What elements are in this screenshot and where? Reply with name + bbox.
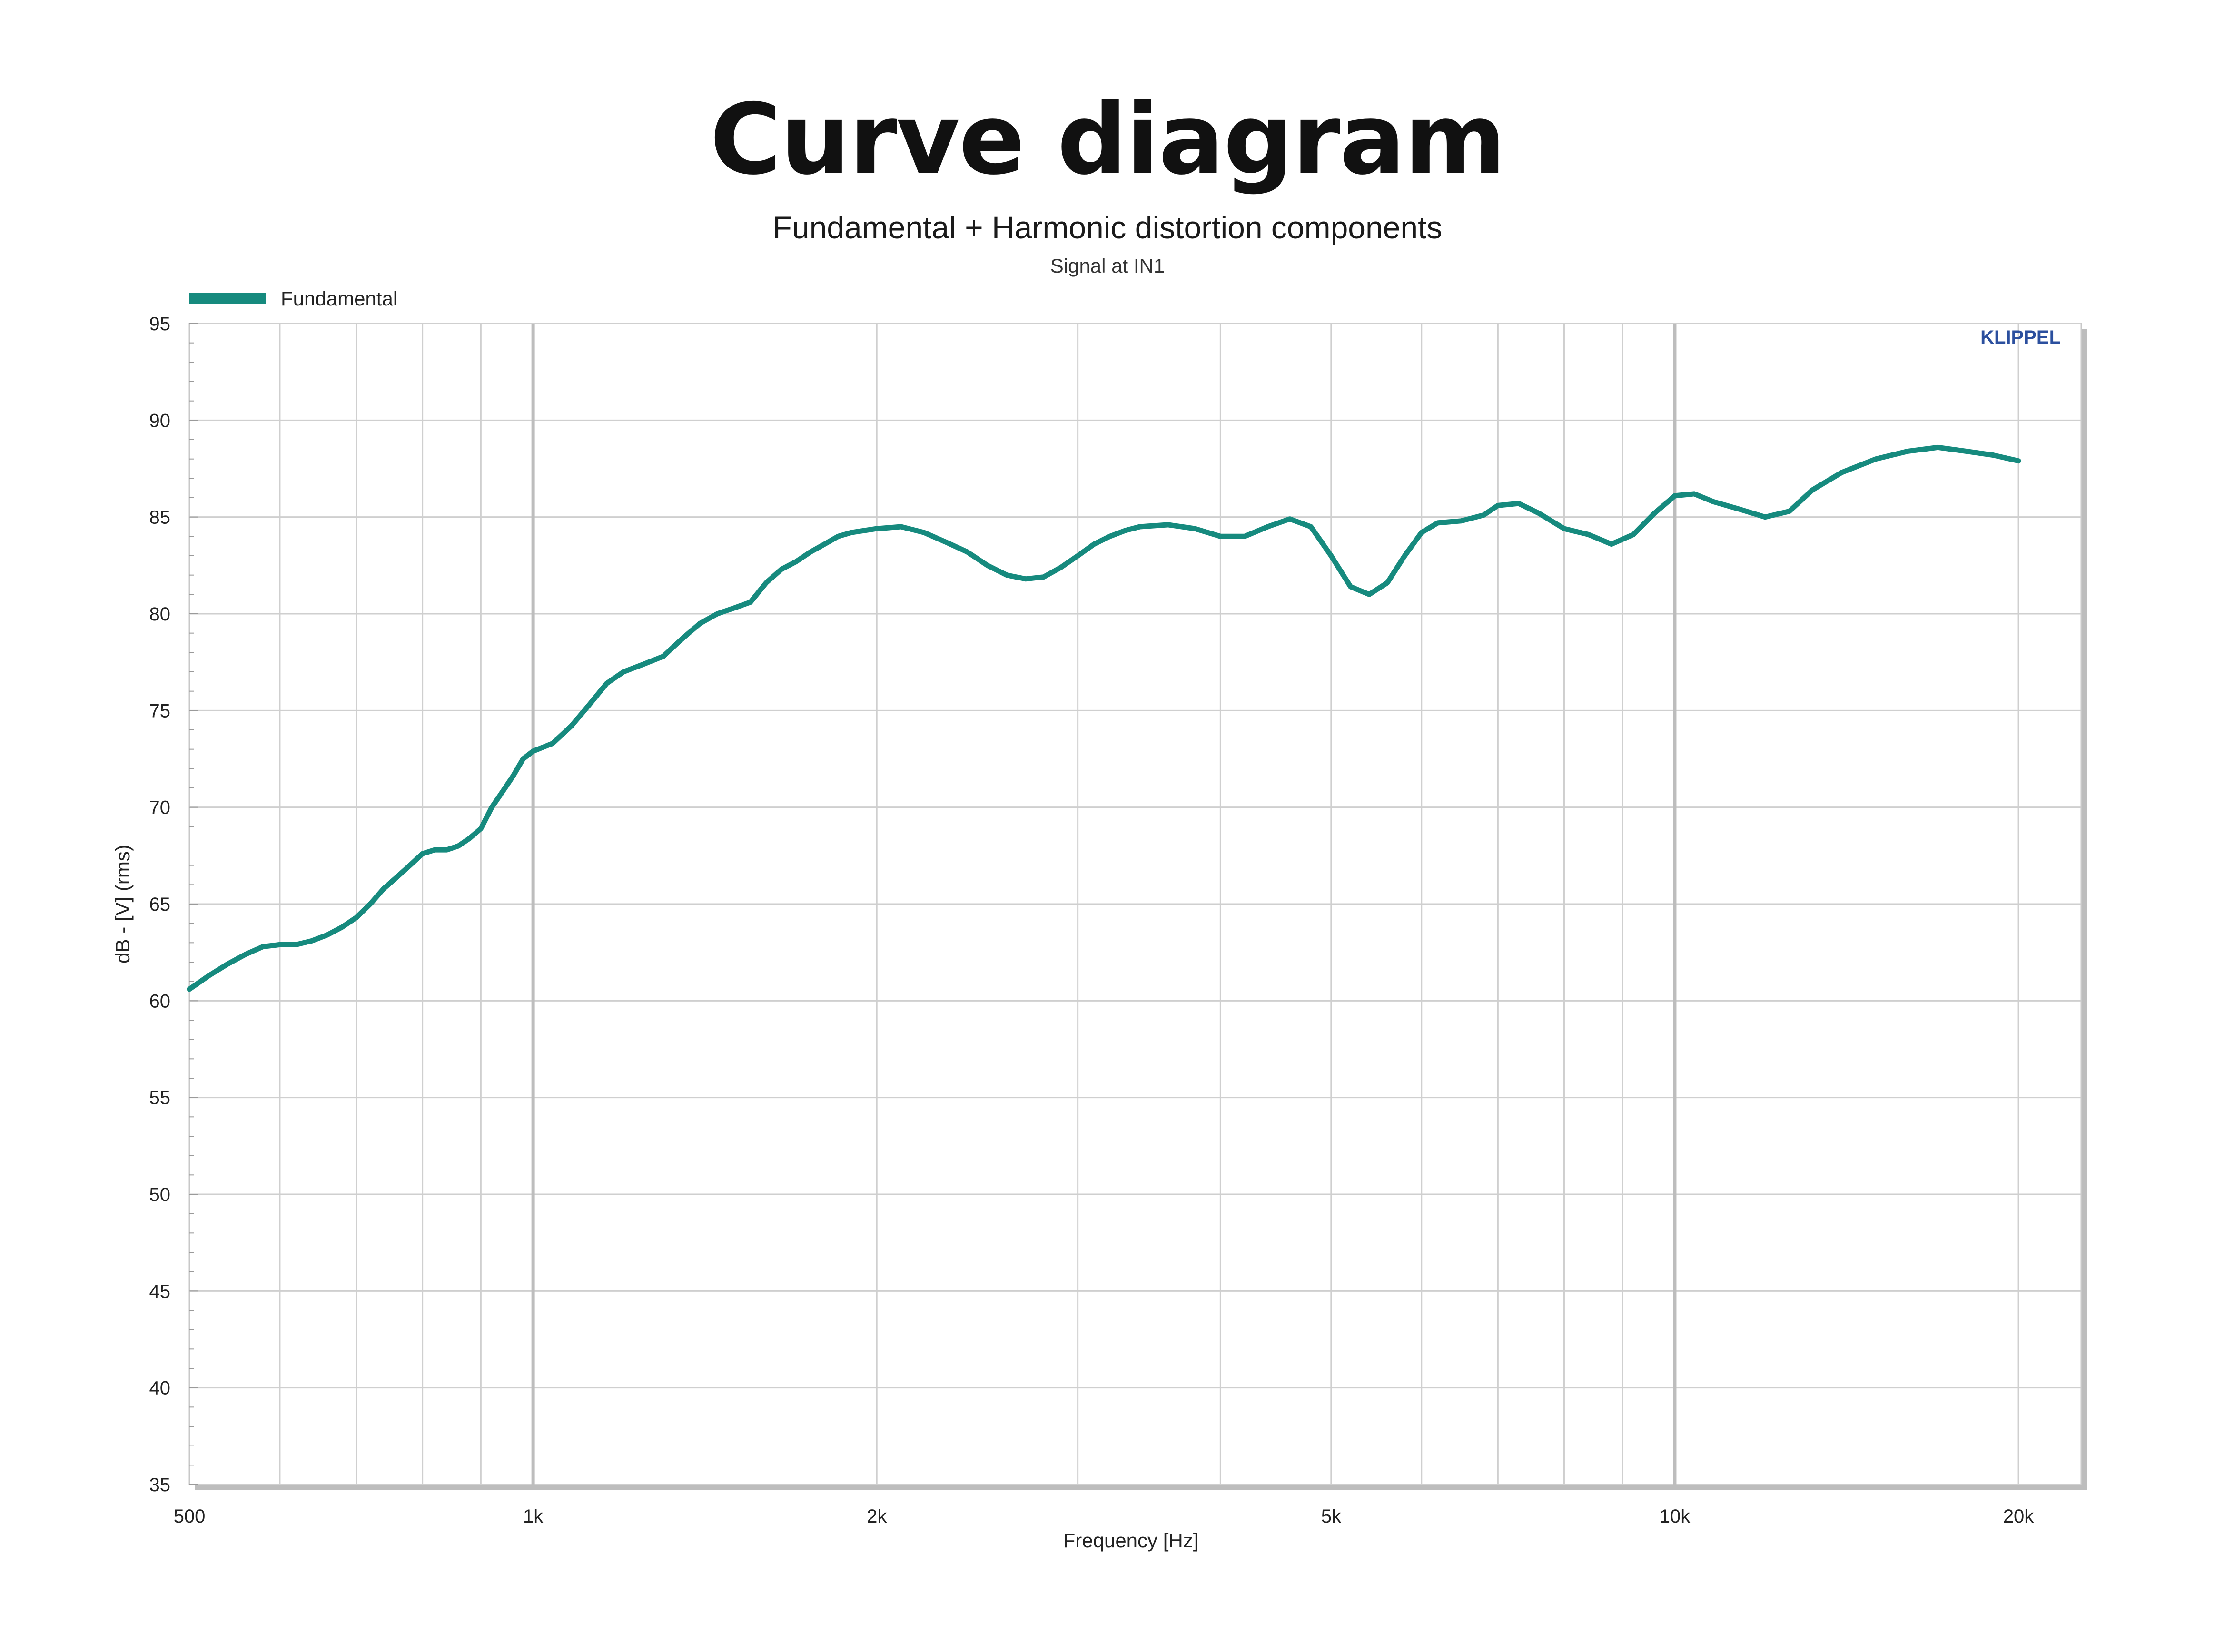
y-tick-label: 50 (149, 1184, 171, 1205)
y-tick-label: 90 (149, 410, 171, 431)
y-tick-label: 60 (149, 991, 171, 1012)
x-tick-label: 20k (2003, 1506, 2034, 1527)
x-axis-label: Frequency [Hz] (1063, 1529, 1199, 1552)
x-tick-label: 500 (174, 1506, 206, 1527)
series-line-fundamental (187, 444, 2021, 992)
y-tick-label: 65 (149, 894, 171, 915)
y-tick-label: 95 (149, 314, 171, 334)
chart-subtitle: Signal at IN1 (1050, 255, 1165, 277)
page-title: Curve diagram (710, 83, 1506, 197)
y-axis-ticks: 95 90 85 80 75 70 65 60 55 50 45 40 35 (149, 314, 198, 1495)
y-tick-label: 80 (149, 604, 171, 625)
x-tick-label: 1k (523, 1506, 544, 1527)
x-tick-label: 2k (867, 1506, 887, 1527)
x-tick-label: 10k (1660, 1506, 1691, 1527)
y-tick-label: 55 (149, 1088, 171, 1109)
y-tick-label: 35 (149, 1475, 171, 1495)
y-tick-label: 75 (149, 700, 171, 721)
chart-title: Fundamental + Harmonic distortion compon… (772, 210, 1443, 245)
y-tick-label: 85 (149, 507, 171, 528)
y-tick-label: 45 (149, 1281, 171, 1302)
legend: Fundamental (189, 287, 397, 310)
legend-swatch-fundamental (189, 293, 266, 304)
grid (189, 323, 2081, 1485)
brand-watermark: KLIPPEL (1980, 327, 2061, 348)
y-tick-label: 40 (149, 1378, 171, 1399)
y-tick-label: 70 (149, 797, 171, 818)
x-tick-label: 5k (1321, 1506, 1342, 1527)
legend-label-fundamental: Fundamental (281, 287, 397, 310)
x-axis-ticks: 500 1k 2k 5k 10k 20k (174, 1506, 2035, 1527)
y-axis-label: dB - [V] (rms) (111, 845, 134, 964)
